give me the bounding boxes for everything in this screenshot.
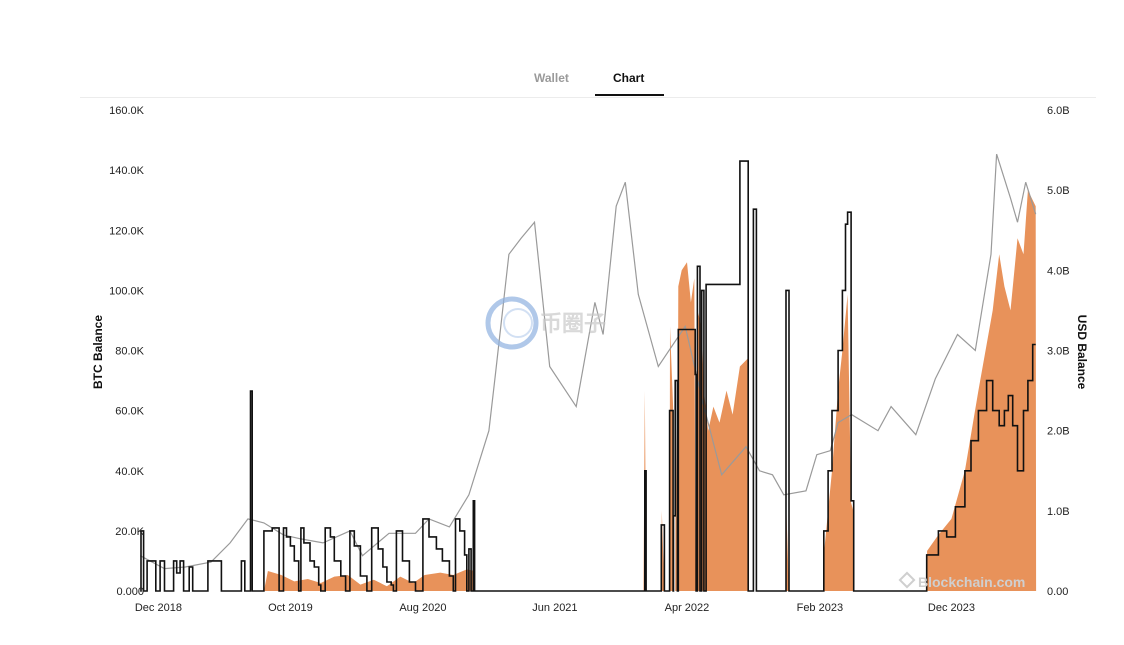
btc-balance-line xyxy=(140,160,1036,592)
x-tick-label: Dec 2023 xyxy=(928,602,975,614)
left-tick-label: 0.000 xyxy=(116,586,144,598)
x-tick-label: Apr 2022 xyxy=(665,602,710,614)
x-tick-label: Aug 2020 xyxy=(399,602,446,614)
tab-chart[interactable]: Chart xyxy=(613,71,645,85)
active-tab-indicator xyxy=(595,94,664,96)
btc-price-line xyxy=(139,153,1037,570)
left-axis-title: BTC Balance xyxy=(91,315,105,389)
right-tick-label: 1.0B xyxy=(1047,506,1070,518)
logo-watermark-text: 币圈子 xyxy=(540,311,606,336)
x-tick-label: Jun 2021 xyxy=(532,602,577,614)
x-tick-label: Oct 2019 xyxy=(268,602,313,614)
x-tick-label: Feb 2023 xyxy=(797,602,843,614)
right-tick-label: 0.00 xyxy=(1047,586,1068,598)
right-tick-label: 6.0B xyxy=(1047,105,1070,117)
usd-balance-series xyxy=(263,190,1037,591)
left-tick-label: 40.0K xyxy=(115,466,144,478)
tab-bar: Wallet Chart xyxy=(80,60,1096,98)
btc-price-series xyxy=(139,153,1037,570)
left-tick-label: 20.0K xyxy=(115,526,144,538)
right-tick-label: 5.0B xyxy=(1047,185,1070,197)
left-tick-label: 140.0K xyxy=(109,165,145,177)
blockchain-logo-icon xyxy=(898,571,916,589)
logo-inner-icon xyxy=(503,308,533,338)
left-tick-label: 120.0K xyxy=(109,225,145,237)
center-watermark-logo: 币圈子 xyxy=(485,296,606,350)
right-tick-label: 3.0B xyxy=(1047,346,1070,358)
left-tick-label: 60.0K xyxy=(115,406,144,418)
right-tick-label: 4.0B xyxy=(1047,265,1070,277)
x-axis-ticks: Dec 2018 Oct 2019 Aug 2020 Jun 2021 Apr 2022… xyxy=(135,602,975,614)
left-tick-label: 160.0K xyxy=(109,105,145,117)
x-tick-label: Dec 2018 xyxy=(135,602,182,614)
right-axis-title: USD Balance xyxy=(1075,315,1089,390)
btc-balance-series xyxy=(140,160,1036,592)
tab-wallet[interactable]: Wallet xyxy=(534,71,569,85)
logo-ring-icon xyxy=(485,296,539,350)
right-axis-ticks: 0.00 1.0B 2.0B 3.0B 4.0B 5.0B 6.0B xyxy=(1047,105,1070,598)
left-tick-label: 100.0K xyxy=(109,285,145,297)
corner-watermark-text: Blockchain.com xyxy=(918,574,1025,590)
left-axis-ticks: 0.000 20.0K 40.0K 60.0K 80.0K 100.0K 120.0K 140… xyxy=(109,105,145,598)
corner-watermark: Blockchain.com xyxy=(898,571,1025,590)
usd-balance-area xyxy=(263,190,1037,591)
right-tick-label: 2.0B xyxy=(1047,426,1070,438)
left-tick-label: 80.0K xyxy=(115,346,144,358)
